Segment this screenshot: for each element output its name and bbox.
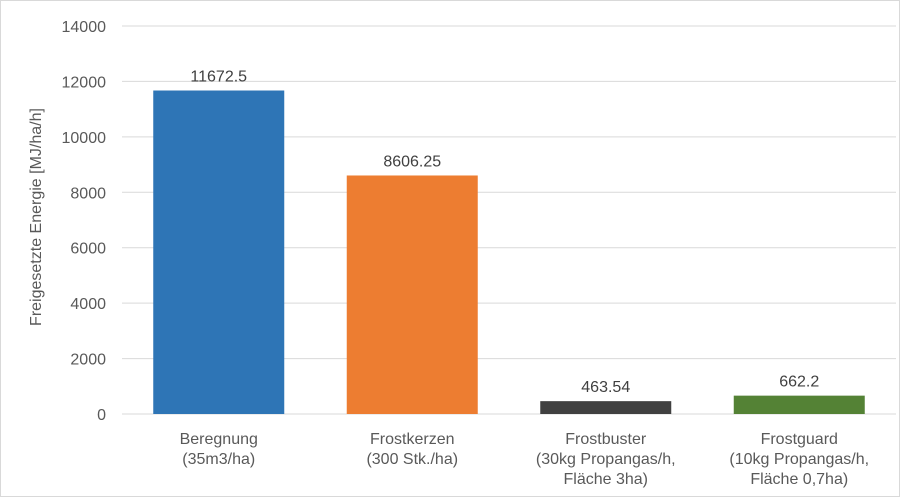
- bar-2: [540, 401, 672, 414]
- data-label: 8606.25: [383, 153, 441, 170]
- y-tick-label: 4000: [70, 296, 106, 313]
- x-category-line: (30kg Propangas/h,: [536, 451, 676, 468]
- data-label: 11672.5: [190, 69, 247, 86]
- y-tick-label: 8000: [70, 185, 106, 202]
- bars: [153, 90, 865, 414]
- data-label: 662.2: [779, 374, 819, 391]
- x-category-line: (35m3/ha): [182, 451, 255, 468]
- y-tick-label: 10000: [62, 130, 107, 147]
- x-category-line: Frostbuster: [565, 431, 647, 448]
- bar-1: [346, 175, 478, 414]
- x-category-line: Fläche 0,7ha): [750, 471, 848, 488]
- x-category-line: (10kg Propangas/h,: [729, 451, 869, 468]
- x-category-line: Fläche 3ha): [564, 471, 649, 488]
- data-labels: 11672.5 8606.25 463.54 662.2: [190, 69, 819, 397]
- y-tick-label: 12000: [62, 74, 107, 91]
- bar-0: [153, 90, 285, 414]
- bar-3: [733, 395, 865, 414]
- y-tick-label: 2000: [70, 352, 106, 369]
- x-category-line: Beregnung: [180, 431, 258, 448]
- x-category-label: Frostkerzen (300 Stk./ha): [366, 431, 458, 468]
- x-category-line: Frostkerzen: [370, 431, 454, 448]
- x-axis-categories: Beregnung (35m3/ha) Frostkerzen (300 Stk./h…: [180, 431, 869, 488]
- y-tick-label: 0: [97, 407, 106, 424]
- x-category-label: Frostbuster (30kg Propangas/h, Fläche 3ha): [536, 431, 676, 488]
- data-label: 463.54: [581, 379, 630, 396]
- y-tick-label: 6000: [70, 241, 106, 258]
- x-category-label: Frostguard (10kg Propangas/h, Fläche 0,7ha…: [729, 431, 869, 488]
- y-tick-label: 14000: [62, 19, 107, 36]
- y-axis-ticks: 0 2000 4000 6000 8000 10000 12000 14000: [62, 19, 107, 424]
- y-axis-label: Freigesetzte Energie [MJ/ha/h]: [28, 108, 45, 326]
- x-category-line: (300 Stk./ha): [366, 451, 458, 468]
- x-category-label: Beregnung (35m3/ha): [180, 431, 258, 468]
- x-category-line: Frostguard: [761, 431, 838, 448]
